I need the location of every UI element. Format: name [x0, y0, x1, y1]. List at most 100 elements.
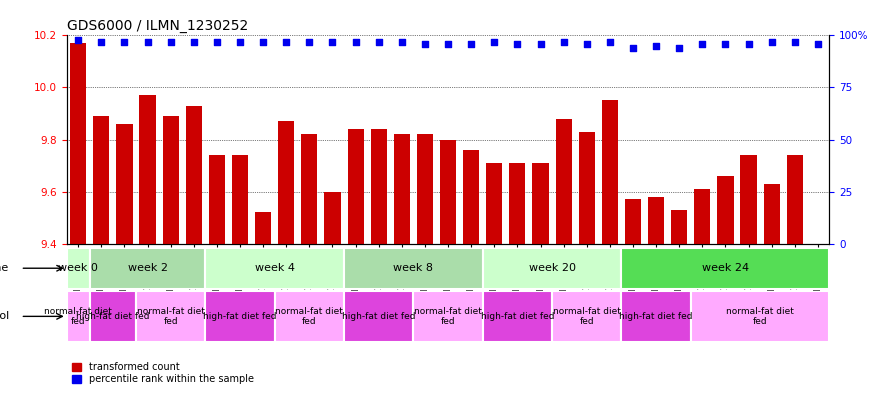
Text: week 4: week 4 [255, 263, 294, 273]
Point [348, 39, 363, 45]
Point [418, 40, 432, 47]
Bar [90, 248, 205, 289]
Bar [440, 140, 456, 244]
Text: normal-fat diet
fed: normal-fat diet fed [44, 307, 112, 326]
Bar [625, 199, 641, 244]
Bar [552, 291, 621, 342]
Bar [648, 197, 664, 244]
Bar [621, 248, 829, 289]
Text: GDS6000 / ILMN_1230252: GDS6000 / ILMN_1230252 [67, 19, 248, 33]
Bar [344, 248, 483, 289]
Bar [556, 119, 572, 244]
Bar [717, 176, 733, 244]
Text: week 0: week 0 [59, 263, 98, 273]
Bar [602, 101, 618, 244]
Bar [278, 121, 294, 244]
Bar [232, 155, 248, 244]
Text: normal-fat diet
fed: normal-fat diet fed [414, 307, 482, 326]
Bar [209, 155, 225, 244]
Point [533, 40, 548, 47]
Bar [787, 155, 803, 244]
Point [718, 40, 733, 47]
Bar [205, 291, 275, 342]
Point [603, 39, 617, 45]
Legend: transformed count, percentile rank within the sample: transformed count, percentile rank withi… [71, 362, 254, 384]
Text: normal-fat diet
fed: normal-fat diet fed [553, 307, 621, 326]
Point [649, 42, 663, 49]
Point [510, 40, 525, 47]
Text: protocol: protocol [0, 311, 9, 321]
Text: week 24: week 24 [701, 263, 749, 273]
Point [487, 39, 501, 45]
Bar [90, 291, 136, 342]
Point [441, 40, 455, 47]
Point [557, 39, 571, 45]
Bar [348, 129, 364, 244]
Text: normal-fat diet
fed: normal-fat diet fed [137, 307, 204, 326]
Text: high-fat diet fed: high-fat diet fed [620, 312, 693, 321]
Bar [413, 291, 483, 342]
Bar [509, 163, 525, 244]
Text: high-fat diet fed: high-fat diet fed [342, 312, 415, 321]
Point [695, 40, 709, 47]
Bar [417, 134, 433, 244]
Bar [140, 95, 156, 244]
Bar [741, 155, 757, 244]
Bar [70, 43, 86, 244]
Point [464, 40, 478, 47]
Bar [694, 189, 710, 244]
Bar [533, 163, 549, 244]
Point [187, 39, 201, 45]
Bar [163, 116, 179, 244]
Bar [324, 191, 340, 244]
Bar [691, 291, 829, 342]
Bar [483, 291, 552, 342]
Text: normal-fat diet
fed: normal-fat diet fed [726, 307, 794, 326]
Point [117, 39, 132, 45]
Bar [93, 116, 109, 244]
Text: week 20: week 20 [529, 263, 575, 273]
Bar [116, 124, 132, 244]
Bar [579, 132, 595, 244]
Bar [301, 134, 317, 244]
Bar [394, 134, 410, 244]
Bar [205, 248, 344, 289]
Point [765, 39, 779, 45]
Point [325, 39, 340, 45]
Point [372, 39, 386, 45]
Bar [671, 210, 687, 244]
Text: time: time [0, 263, 9, 273]
Bar [483, 248, 621, 289]
Text: normal-fat diet
fed: normal-fat diet fed [276, 307, 343, 326]
Bar [275, 291, 344, 342]
Point [788, 39, 802, 45]
Point [233, 39, 247, 45]
Text: high-fat diet fed: high-fat diet fed [481, 312, 554, 321]
Point [71, 37, 85, 43]
Text: high-fat diet fed: high-fat diet fed [204, 312, 276, 321]
Point [741, 40, 756, 47]
Bar [136, 291, 205, 342]
Point [94, 39, 108, 45]
Bar [344, 291, 413, 342]
Bar [486, 163, 502, 244]
Bar [67, 291, 90, 342]
Point [395, 39, 409, 45]
Bar [67, 248, 90, 289]
Text: week 8: week 8 [394, 263, 433, 273]
Point [626, 45, 640, 51]
Bar [255, 212, 271, 244]
Point [279, 39, 293, 45]
Point [302, 39, 316, 45]
Bar [186, 106, 202, 244]
Bar [621, 291, 691, 342]
Point [164, 39, 178, 45]
Point [672, 45, 686, 51]
Text: high-fat diet fed: high-fat diet fed [76, 312, 149, 321]
Point [256, 39, 270, 45]
Point [140, 39, 155, 45]
Point [811, 40, 825, 47]
Point [580, 40, 594, 47]
Bar [371, 129, 387, 244]
Bar [764, 184, 780, 244]
